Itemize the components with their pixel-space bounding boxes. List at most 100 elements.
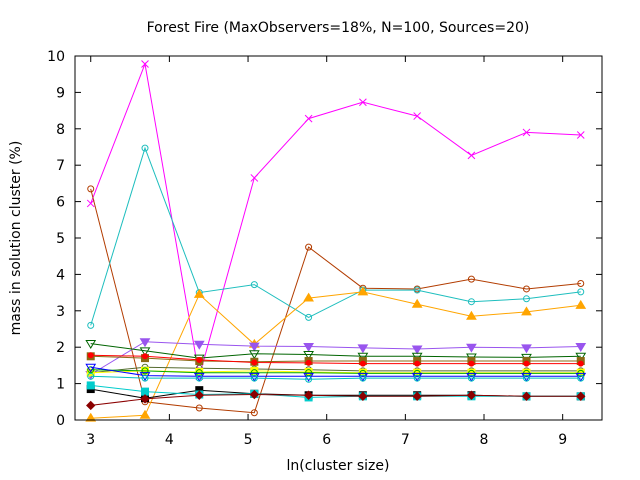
- data-point: [411, 372, 423, 382]
- data-point: [141, 374, 149, 382]
- y-tick-label: 6: [56, 195, 65, 211]
- data-point: [87, 372, 95, 380]
- data-point: [359, 374, 367, 382]
- series-line: [90, 366, 581, 377]
- data-point: [521, 344, 532, 354]
- data-point: [85, 340, 97, 350]
- data-point: [305, 359, 312, 366]
- y-tick-label: 5: [56, 231, 65, 247]
- series-line: [90, 384, 581, 398]
- data-point: [250, 409, 258, 417]
- data-point: [357, 344, 369, 354]
- data-point: [466, 372, 477, 382]
- y-tick-label: 2: [56, 340, 65, 356]
- data-point: [142, 353, 149, 360]
- series-line: [90, 393, 581, 406]
- data-point: [251, 359, 258, 366]
- data-point: [413, 374, 421, 382]
- series-8: [87, 352, 584, 367]
- series-16: [86, 389, 586, 411]
- x-tick-label: 3: [86, 432, 95, 448]
- x-tick-label: 9: [558, 432, 567, 448]
- data-point: [577, 280, 585, 287]
- series-3: [87, 144, 585, 329]
- data-point: [359, 98, 367, 107]
- data-point: [575, 299, 587, 309]
- data-point: [86, 400, 96, 411]
- data-point: [521, 306, 532, 316]
- data-point: [467, 151, 476, 160]
- data-point: [196, 356, 203, 363]
- y-tick-label: 0: [56, 413, 65, 429]
- y-tick-label: 4: [56, 267, 65, 283]
- data-point: [195, 404, 203, 412]
- data-point: [250, 369, 258, 377]
- data-point: [250, 174, 259, 182]
- series-14: [86, 385, 585, 403]
- y-tick-label: 3: [56, 304, 65, 320]
- data-point: [522, 295, 530, 303]
- data-point: [195, 374, 203, 382]
- data-point: [466, 390, 477, 400]
- x-tick-label: 4: [165, 432, 174, 448]
- data-point: [141, 367, 149, 375]
- data-point: [466, 343, 477, 353]
- data-point: [577, 288, 585, 296]
- series-line: [90, 146, 581, 326]
- data-point: [140, 394, 150, 404]
- data-point: [521, 391, 532, 402]
- series-4: [85, 286, 587, 422]
- data-point: [357, 372, 369, 382]
- series-9: [87, 363, 585, 377]
- data-point: [87, 321, 95, 329]
- chart-title: Forest Fire (MaxObservers=18%, N=100, So…: [147, 20, 530, 36]
- axes: 0 1 2 3 4 5 6 7 8 9 10 3 4 5 6 7 8 9: [47, 49, 602, 448]
- series-1: [86, 60, 585, 381]
- data-point: [577, 374, 585, 382]
- data-point: [85, 363, 97, 373]
- data-point: [86, 199, 95, 208]
- data-point: [85, 412, 97, 422]
- data-point: [522, 285, 530, 293]
- data-point: [139, 347, 151, 357]
- data-point: [303, 342, 314, 352]
- data-point: [141, 387, 150, 396]
- data-point: [466, 310, 477, 320]
- series-5: [85, 338, 587, 380]
- data-point: [576, 391, 586, 402]
- data-point: [250, 374, 258, 382]
- data-point: [522, 128, 531, 137]
- data-point: [305, 369, 313, 377]
- x-axis-label: ln(cluster size): [287, 458, 390, 474]
- series-line: [90, 188, 581, 414]
- series-12: [85, 363, 587, 382]
- data-point: [414, 360, 421, 367]
- x-tick-label: 7: [401, 432, 410, 448]
- data-point: [577, 360, 584, 367]
- data-point: [411, 298, 423, 308]
- y-tick-label: 9: [56, 85, 65, 101]
- data-point: [141, 60, 149, 68]
- y-tick-label: 1: [56, 377, 65, 393]
- data-point: [194, 390, 204, 400]
- data-point: [358, 391, 368, 402]
- data-point: [523, 360, 530, 367]
- data-point: [86, 381, 95, 390]
- data-point: [359, 360, 366, 367]
- data-point: [413, 286, 421, 294]
- data-point: [305, 313, 313, 321]
- data-point: [467, 298, 475, 306]
- series-line: [90, 375, 581, 380]
- data-point: [193, 372, 205, 382]
- data-point: [467, 275, 475, 283]
- series-line: [90, 355, 581, 363]
- y-axis-label: mass in solution cluster (%): [8, 141, 24, 336]
- data-point: [468, 360, 475, 367]
- data-point: [249, 389, 260, 400]
- data-point: [305, 375, 313, 383]
- data-point: [195, 369, 203, 377]
- series-layer: [85, 60, 587, 422]
- data-point: [412, 391, 422, 402]
- series-line: [90, 62, 581, 377]
